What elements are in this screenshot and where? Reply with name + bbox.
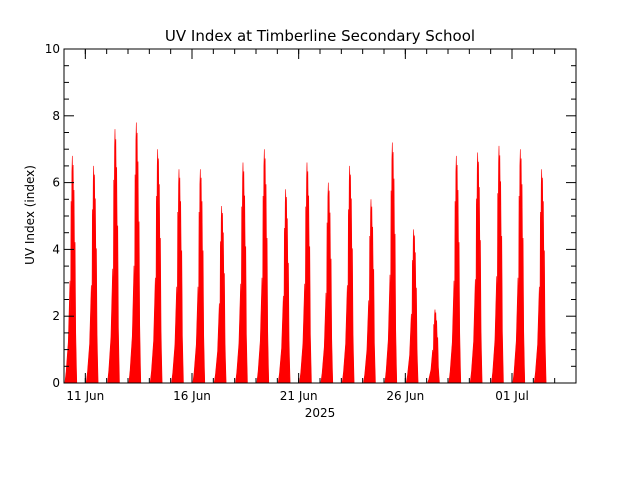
uv-day-area-2025-06-13 <box>128 122 142 384</box>
plot-area <box>64 122 547 384</box>
y-tick-label-0: 0 <box>52 376 60 390</box>
uv-day-area-2025-06-19 <box>256 149 270 384</box>
y-tick-label-8: 8 <box>52 109 60 123</box>
axis-ticks: 0 2 4 6 8 10 11 Jun 16 Jun 21 Jun 26 Jun 01 Jul <box>45 42 577 403</box>
x-axis-label: 2025 <box>305 406 336 420</box>
uv-day-area-2025-06-28 <box>448 155 462 384</box>
uv-day-area-2025-06-26 <box>405 229 419 384</box>
x-tick-label-2025-07-01: 01 Jul <box>495 389 529 403</box>
y-tick-label-10: 10 <box>45 42 60 56</box>
uv-day-area-2025-06-24 <box>363 199 376 384</box>
uv-day-area-2025-06-21 <box>299 162 312 384</box>
uv-day-area-2025-06-12 <box>107 129 120 384</box>
uv-day-area-2025-07-02 <box>533 169 547 384</box>
uv-day-area-2025-06-14 <box>149 149 163 384</box>
uv-day-area-2025-06-23 <box>341 165 355 384</box>
uv-day-area-2025-06-11 <box>85 165 99 384</box>
uv-day-area-2025-06-29 <box>469 152 483 384</box>
x-tick-label-2025-06-11: 11 Jun <box>66 389 104 403</box>
y-axis-label: UV Index (index) <box>23 165 37 265</box>
uv-day-area-2025-07-01 <box>512 149 526 384</box>
uv-day-area-2025-06-30 <box>491 145 504 384</box>
uv-day-area-2025-06-16 <box>192 169 206 384</box>
x-tick-label-2025-06-26: 26 Jun <box>386 389 424 403</box>
uv-day-area-2025-06-22 <box>320 182 334 384</box>
x-tick-label-2025-06-16: 16 Jun <box>173 389 211 403</box>
uv-day-area-2025-06-25 <box>384 142 398 384</box>
uv-day-area-2025-06-27 <box>427 309 440 384</box>
x-tick-label-2025-06-21: 21 Jun <box>280 389 318 403</box>
uv-day-area-2025-06-15 <box>171 169 184 384</box>
chart-title: UV Index at Timberline Secondary School <box>165 27 475 45</box>
uv-day-area-2025-06-17 <box>213 205 227 384</box>
y-tick-label-6: 6 <box>52 176 60 190</box>
uv-day-area-2025-06-20 <box>277 189 291 384</box>
y-tick-label-4: 4 <box>52 242 60 256</box>
y-tick-label-2: 2 <box>52 309 60 323</box>
uv-day-area-2025-06-18 <box>235 162 248 384</box>
uv-day-area-2025-06-10 <box>64 155 78 384</box>
